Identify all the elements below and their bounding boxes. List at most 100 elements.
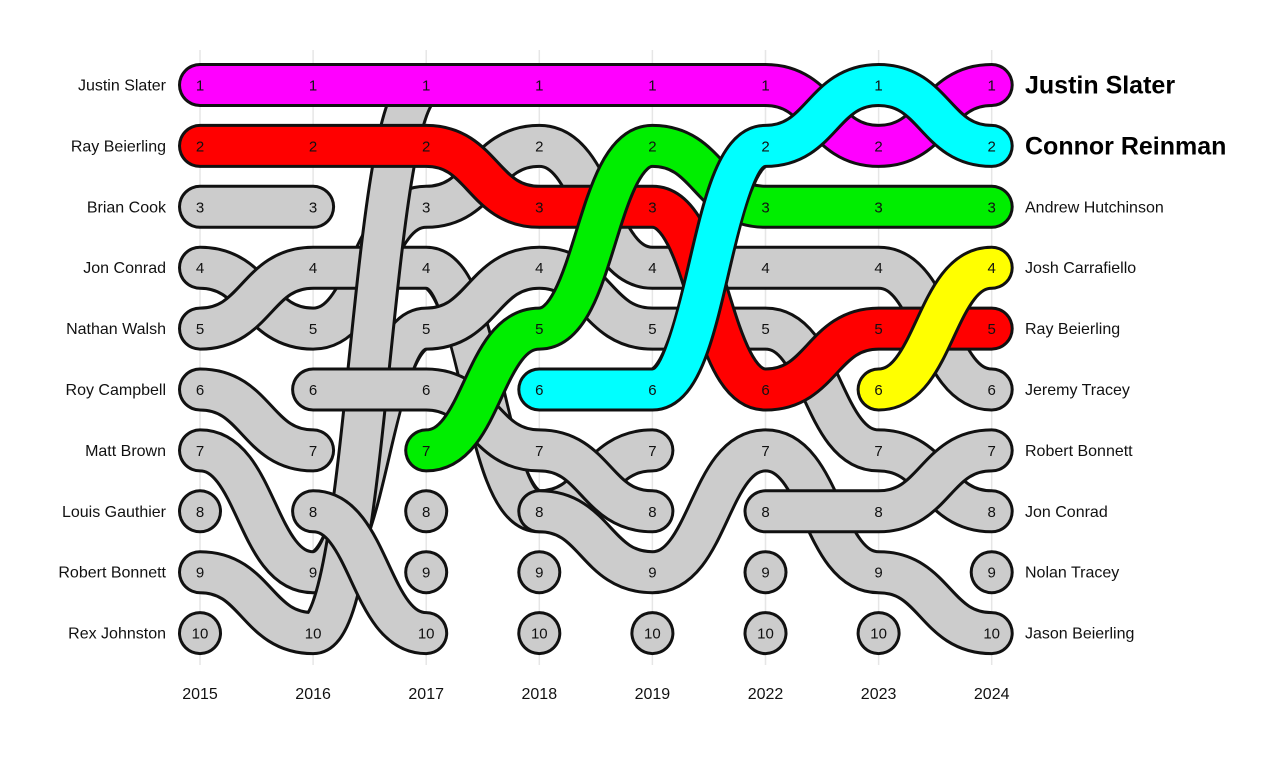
rank-number-2024-6: 6 (988, 382, 996, 399)
year-label-2023: 2023 (861, 686, 897, 703)
series-line-justin-slater-0 (181, 65, 1011, 165)
rank-number-2016-4: 4 (309, 260, 317, 277)
left-label-4: Jon Conrad (83, 260, 166, 277)
year-label-2016: 2016 (295, 686, 331, 703)
rank-number-2018-7: 7 (535, 443, 543, 460)
rank-number-2023-5: 5 (874, 321, 882, 338)
rank-number-2017-4: 4 (422, 260, 430, 277)
right-label-4: Josh Carrafiello (1025, 260, 1136, 277)
rank-number-2023-4: 4 (874, 260, 882, 277)
rank-number-2018-10: 10 (531, 626, 548, 643)
right-label-1: Justin Slater (1025, 72, 1175, 100)
series-line-grey-13-0 (294, 370, 672, 531)
rank-number-2015-4: 4 (196, 260, 204, 277)
year-label-2017: 2017 (408, 686, 444, 703)
rank-number-2024-1: 1 (988, 78, 996, 95)
series-line-grey-21-0 (746, 431, 1011, 531)
left-label-7: Matt Brown (85, 443, 166, 460)
series-line-grey-14-0 (294, 492, 446, 653)
rank-number-2024-5: 5 (988, 321, 996, 338)
rank-number-2024-7: 7 (988, 443, 996, 460)
rank-number-2016-3: 3 (309, 199, 317, 216)
rank-number-2017-1: 1 (422, 78, 430, 95)
year-label-2022: 2022 (748, 686, 784, 703)
series-line-andrew-hutchinson-0 (407, 126, 1011, 470)
rank-number-2015-8: 8 (196, 504, 204, 521)
rank-number-2019-9: 9 (648, 565, 656, 582)
rank-number-2023-7: 7 (874, 443, 882, 460)
rank-number-2023-9: 9 (874, 565, 882, 582)
rank-number-2018-3: 3 (535, 199, 543, 216)
series-line-grey-8-0 (181, 370, 333, 470)
rank-number-2019-4: 4 (648, 260, 656, 277)
rank-number-2022-1: 1 (761, 78, 769, 95)
rank-number-2022-4: 4 (761, 260, 769, 277)
series-line-josh-carrafiello-0 (859, 248, 1011, 409)
rank-number-2015-7: 7 (196, 443, 204, 460)
year-label-2015: 2015 (182, 686, 218, 703)
rank-number-2019-5: 5 (648, 321, 656, 338)
left-label-3: Brian Cook (87, 199, 167, 216)
rank-number-2015-5: 5 (196, 321, 204, 338)
rank-number-2015-1: 1 (196, 78, 204, 95)
rank-number-2018-4: 4 (535, 260, 543, 277)
rank-number-2024-3: 3 (988, 199, 996, 216)
left-label-6: Roy Campbell (66, 382, 166, 399)
rank-number-2022-6: 6 (761, 382, 769, 399)
rank-number-2022-8: 8 (761, 504, 769, 521)
rank-number-2015-10: 10 (192, 626, 209, 643)
rank-number-2019-3: 3 (648, 199, 656, 216)
right-label-9: Nolan Tracey (1025, 565, 1119, 582)
rank-number-2017-3: 3 (422, 199, 430, 216)
rank-number-2024-9: 9 (988, 565, 996, 582)
year-label-2024: 2024 (974, 686, 1010, 703)
rank-number-2015-2: 2 (196, 138, 204, 155)
rank-number-2018-8: 8 (535, 504, 543, 521)
left-label-1: Justin Slater (78, 78, 167, 95)
rank-number-2022-5: 5 (761, 321, 769, 338)
series-line-connor-reinman-0 (520, 66, 1011, 409)
rank-number-2022-10: 10 (757, 626, 774, 643)
rank-number-2022-2: 2 (761, 138, 769, 155)
rank-number-2017-8: 8 (422, 504, 430, 521)
rank-number-2016-8: 8 (309, 504, 317, 521)
right-label-8: Jon Conrad (1025, 504, 1108, 521)
rank-number-2017-7: 7 (422, 443, 430, 460)
rank-number-2022-9: 9 (761, 565, 769, 582)
rank-number-2023-1: 1 (874, 78, 882, 95)
rank-number-2019-8: 8 (648, 504, 656, 521)
left-label-9: Robert Bonnett (58, 565, 166, 582)
rank-number-2017-6: 6 (422, 382, 430, 399)
rank-number-2018-2: 2 (535, 138, 543, 155)
rank-number-2024-4: 4 (988, 260, 996, 277)
right-label-7: Robert Bonnett (1025, 443, 1133, 460)
rank-number-2016-1: 1 (309, 78, 317, 95)
rank-number-2016-5: 5 (309, 321, 317, 338)
year-label-2018: 2018 (522, 686, 558, 703)
rank-number-2024-2: 2 (988, 138, 996, 155)
rank-number-2022-7: 7 (761, 443, 769, 460)
rank-number-2017-10: 10 (418, 626, 435, 643)
rank-number-2018-9: 9 (535, 565, 543, 582)
right-label-10: Jason Beierling (1025, 626, 1134, 643)
rank-number-2024-8: 8 (988, 504, 996, 521)
left-label-2: Ray Beierling (71, 138, 166, 155)
rank-number-2017-9: 9 (422, 565, 430, 582)
highlight-series-layer (178, 62, 1014, 473)
rank-number-2015-6: 6 (196, 382, 204, 399)
right-label-3: Andrew Hutchinson (1025, 199, 1164, 216)
rank-number-2023-2: 2 (874, 138, 882, 155)
rank-number-2016-10: 10 (305, 626, 322, 643)
rank-number-2017-2: 2 (422, 138, 430, 155)
series-line-grey-17-0 (520, 431, 1011, 653)
rank-number-2017-5: 5 (422, 321, 430, 338)
rank-number-2023-8: 8 (874, 504, 882, 521)
rank-number-2023-6: 6 (874, 382, 882, 399)
year-label-layer: 2015 2016 2017 2018 2019 2022 2023 2024 (182, 686, 1009, 703)
year-label-2019: 2019 (635, 686, 671, 703)
rank-number-2015-3: 3 (196, 199, 204, 216)
rank-number-2019-6: 6 (648, 382, 656, 399)
left-label-5: Nathan Walsh (66, 321, 166, 338)
right-label-2: Connor Reinman (1025, 132, 1226, 160)
